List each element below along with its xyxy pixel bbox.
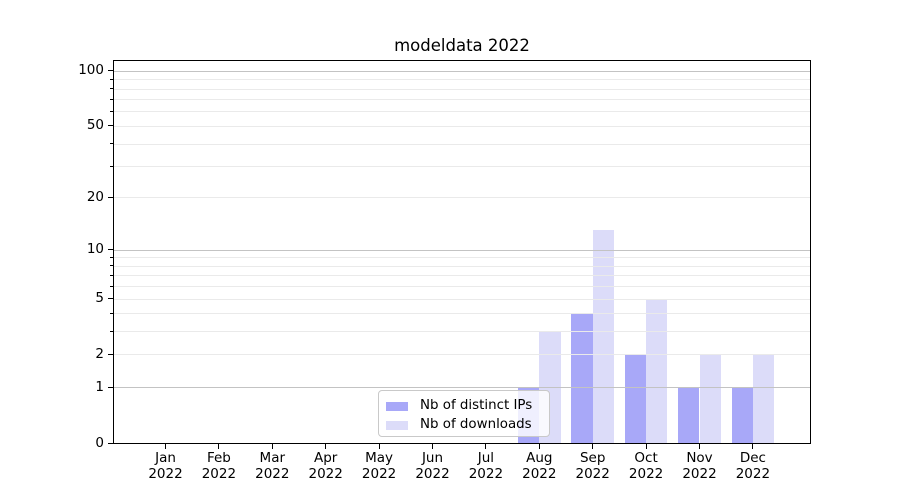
minor-gridline-90 [114, 79, 810, 81]
x-tickmark-may [378, 444, 380, 449]
bar-nb-of-downloads-oct-2022 [646, 298, 668, 443]
minor-gridline-5 [114, 298, 810, 300]
minor-gridline-6 [114, 286, 810, 288]
gridlines-layer [114, 61, 810, 443]
x-tick-label-feb-2022: Feb 2022 [201, 450, 237, 482]
bar-nb-of-downloads-nov-2022 [699, 354, 721, 443]
x-tick-label-may-2022: May 2022 [361, 450, 397, 482]
bar-nb-of-distinct-ips-oct-2022 [624, 354, 647, 443]
legend-item-distinct-ips: Nb of distinct IPs [386, 397, 541, 415]
x-tickmark-jul [485, 444, 487, 449]
x-tickmark-dec [752, 444, 754, 449]
y-tick-label-1: 1 [95, 378, 104, 395]
y-tickmark-10 [108, 249, 113, 251]
y-tickmark-2 [108, 353, 113, 355]
x-tick-label-mar-2022: Mar 2022 [255, 450, 290, 482]
x-tick-label-jun-2022: Jun 2022 [415, 450, 450, 482]
bar-nb-of-downloads-sep-2022 [592, 230, 615, 443]
y-tick-label-5: 5 [95, 290, 104, 306]
legend-label-distinct-ips: Nb of distinct IPs [420, 398, 533, 413]
minor-gridline-40 [114, 143, 810, 145]
x-tickmark-sep [592, 444, 594, 449]
minor-gridline-8 [114, 265, 810, 267]
y-minor-tickmark-9 [110, 256, 113, 258]
x-tickmark-mar [271, 444, 273, 449]
minor-gridline-60 [114, 111, 810, 113]
x-tickmark-nov [699, 444, 700, 449]
x-tickmark-jan [165, 444, 166, 449]
minor-gridline-2 [114, 354, 810, 356]
y-minor-tickmark-3 [110, 330, 113, 332]
minor-gridline-80 [114, 88, 810, 90]
y-minor-tickmark-4 [110, 312, 113, 314]
bars-layer [114, 61, 810, 443]
x-tickmark-apr [325, 444, 327, 449]
y-tickmark-50 [108, 125, 113, 127]
minor-gridline-50 [114, 125, 810, 127]
legend: Nb of distinct IPs Nb of downloads [378, 390, 550, 437]
bar-nb-of-distinct-ips-sep-2022 [571, 313, 593, 443]
major-gridline-1 [114, 387, 810, 389]
minor-gridline-20 [114, 197, 810, 199]
chart-title: modeldata 2022 [394, 36, 530, 55]
x-tick-label-apr-2022: Apr 2022 [308, 450, 343, 482]
x-tick-label-jan-2022: Jan 2022 [148, 450, 183, 482]
bar-nb-of-distinct-ips-dec-2022 [731, 387, 753, 443]
y-minor-tickmark-40 [110, 143, 113, 144]
minor-gridline-9 [114, 257, 810, 259]
x-tick-label-jul-2022: Jul 2022 [468, 450, 504, 482]
y-tick-label-20: 20 [86, 188, 104, 205]
minor-gridline-70 [114, 99, 810, 101]
y-minor-tickmark-8 [110, 265, 113, 267]
x-tick-label-nov-2022: Nov 2022 [682, 450, 717, 482]
x-tickmark-feb [218, 444, 220, 449]
y-tick-label-2: 2 [95, 345, 104, 362]
minor-gridline-7 [114, 275, 810, 277]
x-tickmark-jun [432, 444, 433, 449]
x-tick-label-aug-2022: Aug 2022 [522, 450, 557, 482]
y-minor-tickmark-7 [110, 274, 113, 276]
x-tick-label-dec-2022: Dec 2022 [735, 450, 771, 482]
x-tick-label-oct-2022: Oct 2022 [628, 450, 664, 482]
y-minor-tickmark-80 [110, 88, 113, 90]
y-tickmark-1 [108, 386, 113, 388]
minor-gridline-3 [114, 331, 810, 333]
y-minor-tickmark-70 [110, 98, 113, 100]
bar-nb-of-distinct-ips-nov-2022 [678, 387, 700, 443]
y-tickmark-100 [108, 70, 113, 72]
legend-swatch-downloads-icon [386, 420, 408, 430]
y-minor-tickmark-6 [110, 285, 113, 287]
y-tickmark-0 [108, 442, 113, 444]
y-tick-label-10: 10 [86, 241, 104, 258]
minor-gridline-30 [114, 166, 810, 167]
y-tickmark-20 [108, 196, 113, 198]
y-minor-tickmark-30 [110, 165, 113, 167]
x-tickmark-aug [538, 444, 540, 449]
major-gridline-100 [114, 70, 810, 72]
y-tick-label-50: 50 [86, 117, 104, 134]
y-tickmark-5 [108, 298, 113, 299]
bar-nb-of-downloads-dec-2022 [752, 354, 775, 443]
minor-gridline-4 [114, 313, 810, 315]
x-tickmark-oct [645, 444, 647, 449]
y-tick-label-0: 0 [95, 434, 104, 451]
plot-area [113, 60, 811, 444]
legend-swatch-distinct-ips-icon [386, 401, 408, 411]
x-tick-label-sep-2022: Sep 2022 [575, 450, 610, 482]
major-gridline-10 [114, 249, 810, 251]
y-minor-tickmark-60 [110, 110, 113, 112]
y-minor-tickmark-90 [110, 78, 113, 80]
legend-item-downloads: Nb of downloads [386, 416, 541, 434]
y-tick-label-100: 100 [78, 62, 104, 79]
legend-label-downloads: Nb of downloads [420, 417, 532, 432]
